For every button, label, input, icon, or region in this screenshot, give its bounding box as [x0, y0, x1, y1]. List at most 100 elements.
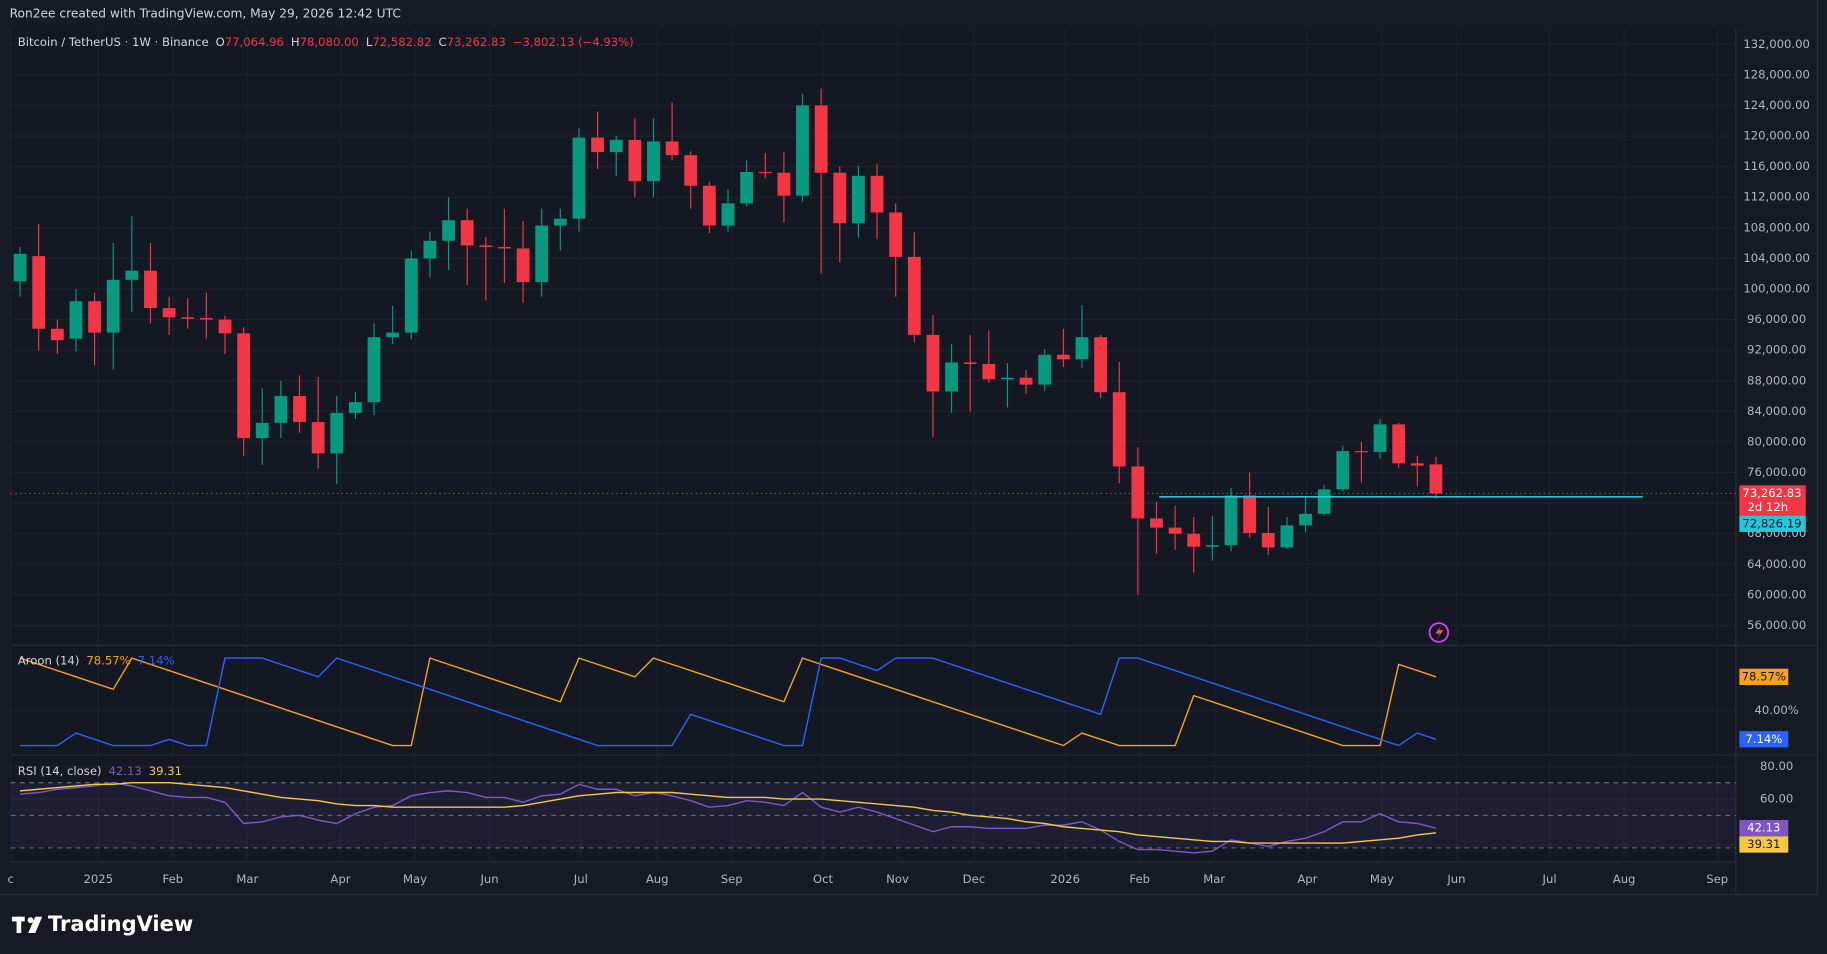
candle-body — [628, 139, 642, 182]
x-tick-label: May — [403, 872, 427, 886]
candle-body — [1355, 451, 1368, 453]
candle-body — [106, 279, 120, 333]
y-tick-label: 100,000.00 — [1743, 281, 1810, 295]
ohlc-key: O — [216, 34, 225, 48]
candle-body — [572, 137, 586, 219]
candle-body — [777, 172, 791, 196]
candle-body — [1205, 545, 1219, 547]
candle-body — [125, 270, 139, 280]
indicator-line — [19, 657, 1437, 747]
candle-body — [1168, 527, 1182, 534]
candle-body — [833, 172, 847, 224]
brand-text: TradingView — [48, 912, 193, 936]
logo-part — [27, 917, 34, 924]
candle-body — [1019, 377, 1033, 385]
candle-body — [740, 171, 754, 204]
last-price-label: 73,262.83 — [1742, 486, 1801, 500]
aroon-legend: Aroon (14) 78.57% 7.14% — [18, 653, 175, 667]
grid — [10, 29, 1736, 862]
candle-body — [162, 308, 176, 318]
change-value: −3,802.13 (−4.93%) — [513, 34, 634, 48]
candle-body — [758, 171, 772, 174]
candle-body — [1187, 533, 1201, 547]
candle-body — [50, 328, 64, 341]
candle-body — [516, 248, 530, 283]
y-tick-label: 104,000.00 — [1743, 251, 1810, 265]
aroon-title: Aroon (14) — [18, 653, 80, 667]
candle-body — [1336, 451, 1350, 490]
candle-body — [498, 246, 511, 249]
candle-body — [181, 317, 195, 319]
candle-body — [647, 141, 660, 182]
candle-body — [32, 256, 46, 329]
level-tag — [1739, 515, 1806, 532]
ohlc-value: 72,582.82 — [372, 34, 431, 48]
indicator-line — [20, 782, 1437, 844]
candle-body — [274, 396, 288, 423]
aroon-up-value: 78.57% — [86, 653, 130, 667]
alert-bolt[interactable] — [1435, 625, 1444, 640]
value-tag — [1739, 731, 1789, 748]
y-tick-label: 108,000.00 — [1743, 220, 1810, 234]
x-tick-label: Dec — [963, 872, 986, 886]
x-tick-label: Aug — [1613, 872, 1636, 886]
candle-body — [1317, 489, 1331, 514]
candle-body — [1001, 377, 1014, 380]
candle-body — [1429, 464, 1443, 494]
x-tick-label: Mar — [236, 872, 258, 886]
ohlc-key: H — [291, 34, 300, 48]
y-tick-label: 120,000.00 — [1743, 129, 1810, 143]
candle-body — [386, 332, 400, 338]
x-tick-label: Jun — [479, 872, 498, 886]
y-tick-label: 92,000.00 — [1747, 343, 1806, 357]
brand-logo: TradingView — [11, 912, 193, 936]
candle-body — [1299, 513, 1312, 526]
candle-body — [442, 220, 455, 241]
rsi-legend: RSI (14, close) 42.13 39.31 — [18, 764, 182, 778]
x-tick-label: c — [8, 872, 14, 886]
x-tick-label: Apr — [1297, 872, 1317, 886]
candle-body — [796, 105, 809, 196]
y-tick-label: 116,000.00 — [1743, 159, 1810, 173]
candle-body — [237, 333, 251, 439]
candle-body — [907, 256, 921, 335]
x-tick-label: Feb — [1129, 872, 1150, 886]
candle-body — [218, 319, 232, 334]
symbol-title: Bitcoin / TetherUS · 1W · Binance — [18, 34, 209, 48]
indicator-line — [20, 782, 1437, 854]
x-tick-label: 2026 — [1050, 872, 1080, 886]
candle-body — [926, 334, 940, 392]
candle-body — [721, 203, 735, 226]
price-legend: Bitcoin / TetherUS · 1W · Binance O77,064… — [18, 34, 634, 48]
candle-body — [1243, 495, 1257, 533]
candle-body — [1150, 518, 1163, 528]
candle-body — [330, 412, 344, 454]
x-tick-label: Feb — [163, 872, 184, 886]
candle-body — [13, 253, 27, 282]
candle-body — [1261, 532, 1275, 548]
x-tick-label: May — [1370, 872, 1394, 886]
candle-body — [553, 218, 567, 226]
alert-circle[interactable] — [1428, 622, 1450, 643]
candle-body — [69, 301, 83, 339]
alert-icon[interactable] — [1428, 622, 1450, 643]
y-tick-label: 88,000.00 — [1747, 373, 1806, 387]
level-label: 72,826.19 — [1742, 516, 1801, 530]
candle-body — [1280, 525, 1294, 548]
candle-body — [814, 105, 828, 173]
value-tag-label: 78.57% — [1742, 669, 1786, 683]
countdown-label: 2d 12h — [1748, 500, 1789, 514]
y-tick-label: 84,000.00 — [1747, 404, 1806, 418]
candle-body — [1131, 466, 1145, 519]
value-tag — [1739, 820, 1789, 837]
candle-body — [144, 270, 157, 309]
candle-body — [1038, 354, 1052, 385]
x-tick-label: Mar — [1203, 872, 1225, 886]
value-tag-label: 39.31 — [1747, 837, 1780, 851]
candle-body — [963, 362, 977, 364]
y-tick-label: 40.00% — [1754, 703, 1798, 717]
ohlc-value: 73,262.83 — [447, 34, 506, 48]
x-tick-label: Sep — [1706, 872, 1728, 886]
chart-area — [10, 29, 1736, 862]
